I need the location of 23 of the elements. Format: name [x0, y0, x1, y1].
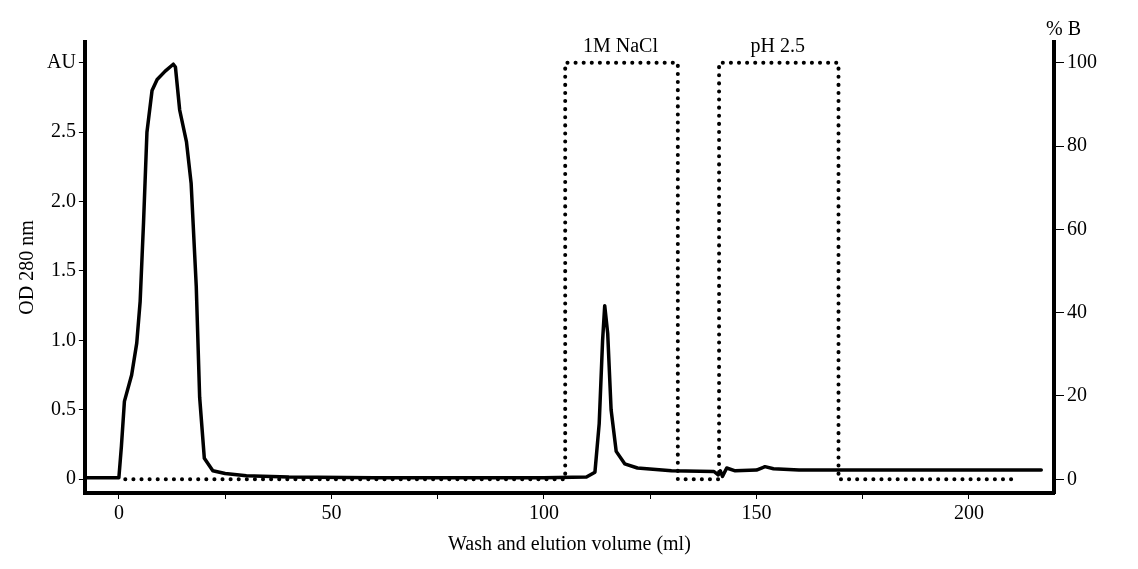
- y2-tick-label: 60: [1067, 216, 1087, 239]
- y2-tick-label: 0: [1067, 466, 1077, 489]
- y2-tick-label: 20: [1067, 383, 1087, 406]
- x-axis-title: Wash and elution volume (ml): [448, 532, 691, 556]
- y2-tick-label: 40: [1067, 299, 1087, 322]
- x-tick-label: 200: [953, 501, 984, 524]
- y-tick-label: AU: [47, 50, 77, 73]
- y2-axis-title: % B: [1046, 17, 1081, 40]
- y2-tick-label: 100: [1067, 50, 1097, 73]
- y-tick-label: 2.0: [50, 188, 76, 211]
- annotation: 1M NaCl: [582, 34, 659, 57]
- x-tick-label: 0: [113, 501, 124, 524]
- y-tick-label: 1.5: [50, 258, 76, 281]
- y-axis-title: OD 280 nm: [15, 219, 38, 315]
- y-tick-label: 2.5: [50, 119, 76, 142]
- x-tick-label: 100: [528, 501, 559, 524]
- y-tick-label: 0.5: [50, 396, 76, 419]
- annotation: pH 2.5: [750, 34, 805, 58]
- x-tick-label: 50: [321, 501, 342, 524]
- x-tick-label: 150: [741, 501, 772, 524]
- y-tick-label: 0: [65, 466, 76, 489]
- y-tick-label: 1.0: [50, 327, 76, 350]
- y2-tick-label: 80: [1067, 133, 1087, 156]
